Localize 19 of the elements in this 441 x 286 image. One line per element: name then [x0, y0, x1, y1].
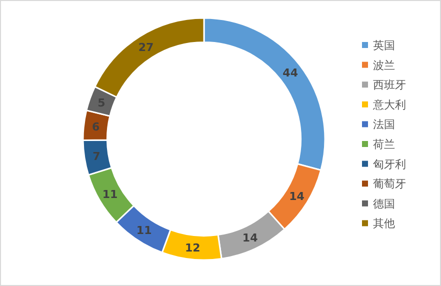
- legend-label: 匈牙利: [373, 158, 406, 171]
- data-label: 11: [136, 224, 152, 237]
- legend-label: 英国: [373, 39, 395, 52]
- legend-label: 德国: [373, 197, 395, 210]
- legend-label: 葡萄牙: [373, 178, 406, 191]
- data-label: 12: [185, 241, 200, 254]
- legend-label: 意大利: [372, 98, 406, 112]
- legend-label: 法国: [373, 118, 395, 132]
- legend-label: 波兰: [373, 58, 395, 72]
- data-label: 7: [92, 150, 100, 163]
- legend-label: 其他: [373, 217, 395, 230]
- data-label: 6: [92, 120, 100, 134]
- data-label: 14: [242, 232, 258, 245]
- legend-label: 西班牙: [373, 78, 406, 92]
- data-label: 44: [282, 66, 298, 80]
- data-label: 27: [138, 40, 154, 54]
- data-label: 11: [102, 188, 118, 202]
- data-label: 14: [289, 190, 305, 204]
- legend-label: 荷兰: [373, 138, 395, 151]
